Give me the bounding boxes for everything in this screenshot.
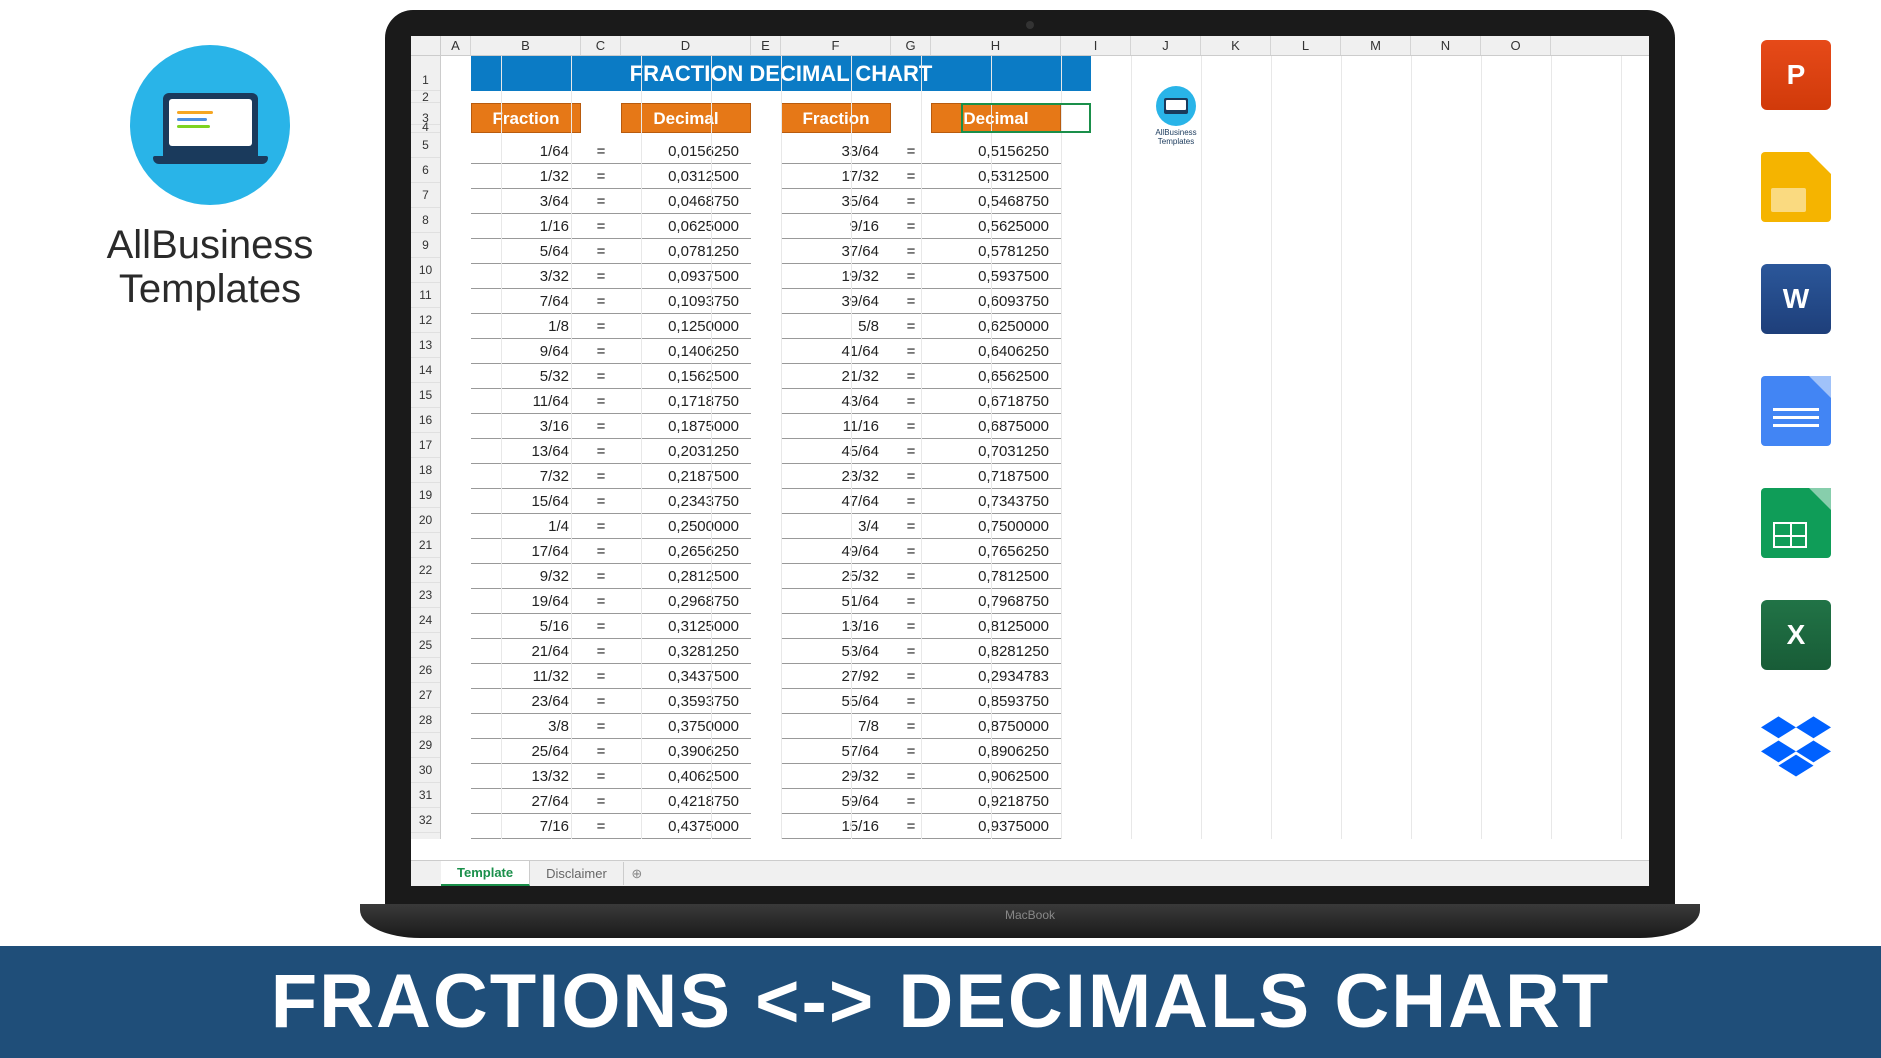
row-number[interactable]: 7 — [411, 183, 440, 208]
row-number[interactable]: 19 — [411, 483, 440, 508]
row-numbers[interactable]: 1234567891011121314151617181920212223242… — [411, 56, 441, 839]
powerpoint-icon[interactable]: P — [1761, 40, 1831, 110]
row-number[interactable]: 11 — [411, 283, 440, 308]
col-C[interactable]: C — [581, 36, 621, 55]
col-I[interactable]: I — [1061, 36, 1131, 55]
row-number[interactable]: 18 — [411, 458, 440, 483]
col-D[interactable]: D — [621, 36, 751, 55]
page-banner: FRACTIONS <-> DECIMALS CHART — [0, 946, 1881, 1058]
tab-template[interactable]: Template — [441, 861, 530, 886]
col-O[interactable]: O — [1481, 36, 1551, 55]
column-headers[interactable]: A B C D E F G H I J K L M N O — [411, 36, 1649, 56]
google-docs-icon[interactable] — [1761, 376, 1831, 446]
col-J[interactable]: J — [1131, 36, 1201, 55]
add-sheet-button[interactable]: ⊕ — [624, 866, 650, 882]
row-number[interactable]: 30 — [411, 758, 440, 783]
row-number[interactable]: 24 — [411, 608, 440, 633]
row-number[interactable]: 12 — [411, 308, 440, 333]
row-number[interactable]: 20 — [411, 508, 440, 533]
row-number[interactable]: 4 — [411, 125, 440, 133]
watermark-logo: AllBusiness Templates — [1141, 86, 1211, 146]
spreadsheet-screen: A B C D E F G H I J K L M N O 1234567891… — [411, 36, 1649, 886]
row-number[interactable]: 22 — [411, 558, 440, 583]
camera-icon — [1026, 21, 1034, 29]
col-L[interactable]: L — [1271, 36, 1341, 55]
dropbox-icon[interactable] — [1761, 712, 1831, 782]
row-number[interactable]: 16 — [411, 408, 440, 433]
row-number[interactable]: 27 — [411, 683, 440, 708]
laptop-mockup: A B C D E F G H I J K L M N O 1234567891… — [360, 10, 1700, 938]
col-N[interactable]: N — [1411, 36, 1481, 55]
row-number[interactable]: 21 — [411, 533, 440, 558]
row-number[interactable]: 9 — [411, 233, 440, 258]
row-number[interactable]: 32 — [411, 808, 440, 833]
word-icon[interactable]: W — [1761, 264, 1831, 334]
row-number[interactable]: 13 — [411, 333, 440, 358]
brand-logo: AllBusiness Templates — [100, 45, 320, 311]
row-number[interactable]: 5 — [411, 133, 440, 158]
col-B[interactable]: B — [471, 36, 581, 55]
app-icons: P W X — [1761, 40, 1831, 782]
sheet-tabs: Template Disclaimer ⊕ — [411, 860, 1649, 886]
row-number[interactable]: 8 — [411, 208, 440, 233]
col-A[interactable]: A — [441, 36, 471, 55]
google-slides-icon[interactable] — [1761, 152, 1831, 222]
col-G[interactable]: G — [891, 36, 931, 55]
col-M[interactable]: M — [1341, 36, 1411, 55]
brand-line2: Templates — [100, 267, 320, 311]
row-number[interactable]: 1 — [411, 56, 440, 91]
row-number[interactable]: 23 — [411, 583, 440, 608]
laptop-base: MacBook — [360, 904, 1700, 938]
col-H[interactable]: H — [931, 36, 1061, 55]
row-number[interactable]: 17 — [411, 433, 440, 458]
col-E[interactable]: E — [751, 36, 781, 55]
row-number[interactable]: 14 — [411, 358, 440, 383]
row-number[interactable]: 6 — [411, 158, 440, 183]
row-number[interactable]: 31 — [411, 783, 440, 808]
brand-icon — [130, 45, 290, 205]
row-number[interactable]: 15 — [411, 383, 440, 408]
google-sheets-icon[interactable] — [1761, 488, 1831, 558]
col-K[interactable]: K — [1201, 36, 1271, 55]
tab-disclaimer[interactable]: Disclaimer — [530, 862, 624, 885]
row-number[interactable]: 29 — [411, 733, 440, 758]
col-F[interactable]: F — [781, 36, 891, 55]
excel-icon[interactable]: X — [1761, 600, 1831, 670]
row-number[interactable]: 25 — [411, 633, 440, 658]
row-number[interactable]: 2 — [411, 91, 440, 103]
row-number[interactable]: 28 — [411, 708, 440, 733]
row-number[interactable]: 10 — [411, 258, 440, 283]
brand-line1: AllBusiness — [100, 223, 320, 267]
row-number[interactable]: 26 — [411, 658, 440, 683]
